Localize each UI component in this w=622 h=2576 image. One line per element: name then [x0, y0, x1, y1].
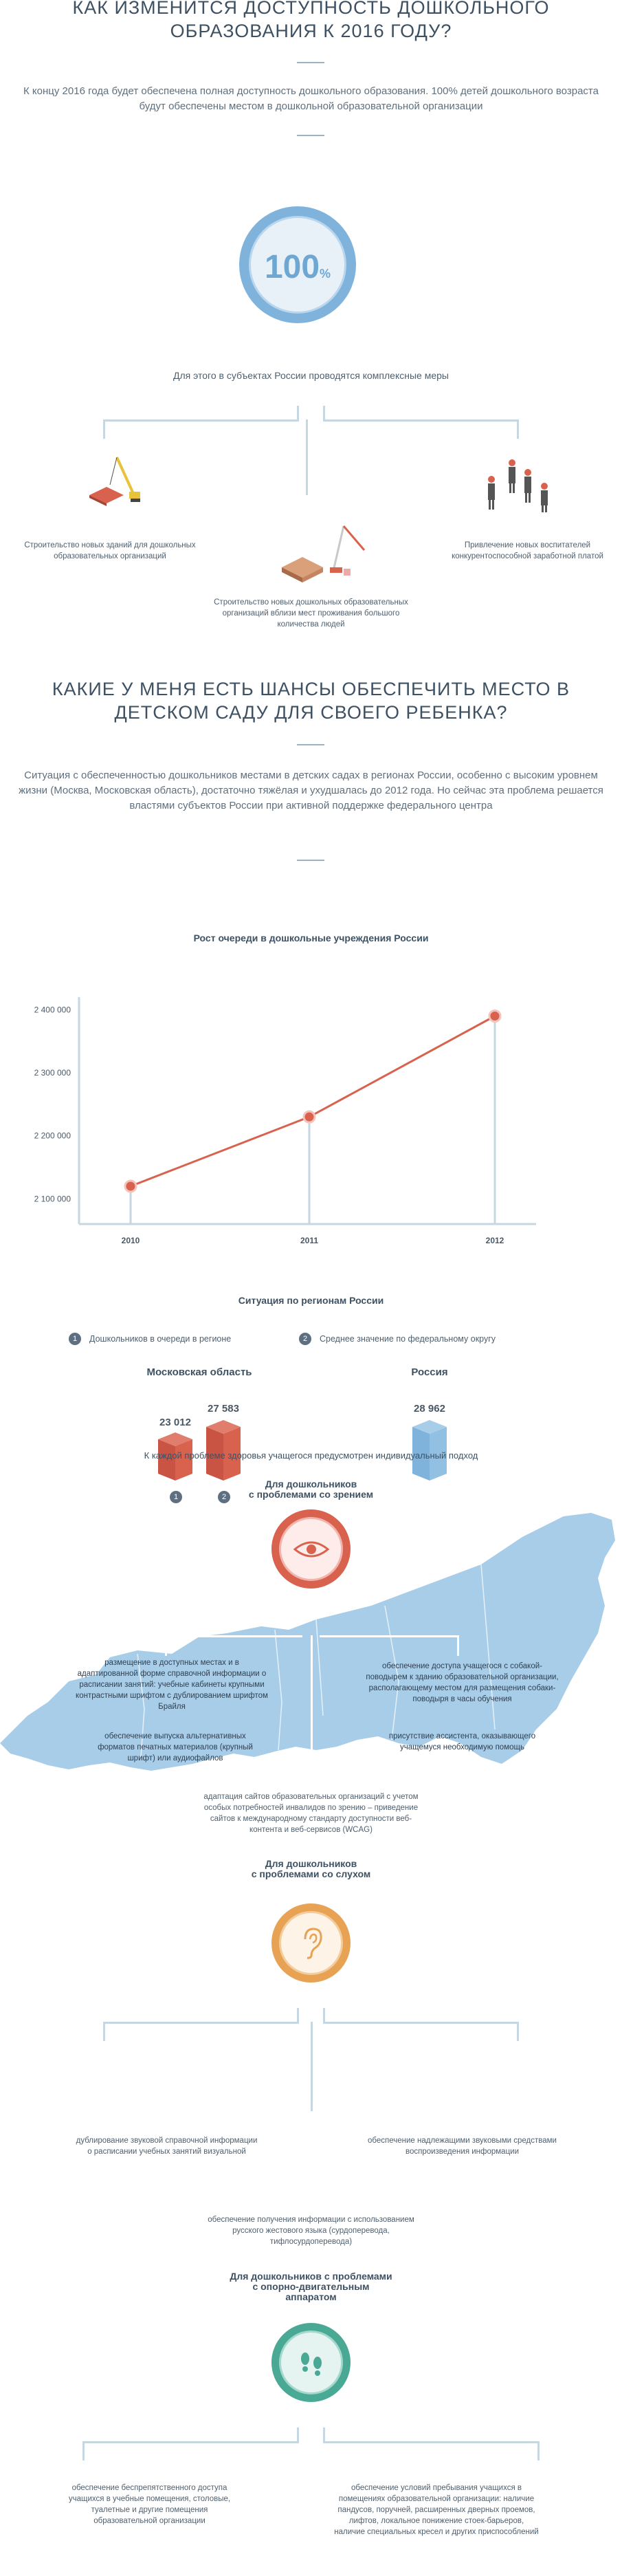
divider [297, 135, 324, 136]
vision-item-5: адаптация сайтов образовательных организ… [203, 1793, 419, 1834]
russia-map-icon [0, 1513, 615, 1771]
region-bars [158, 1420, 447, 1481]
bar-1-marker: 1 [170, 1491, 182, 1503]
measure-3: Привлечение новых воспитателей конкурент… [452, 541, 603, 560]
y-tick-label: 2 300 000 [34, 1068, 71, 1078]
availability-title: КАК ИЗМЕНИТСЯ ДОСТУПНОСТЬ ДОШКОЛЬНОГО ОБ… [72, 0, 550, 41]
russia-label: Россия [411, 1366, 448, 1378]
hearing-item-3: обеспечение получения информации с испол… [208, 2216, 414, 2246]
moscow-bar-2 [206, 1420, 241, 1481]
motor-item-1: обеспечение беспрепятственного доступа у… [68, 2484, 231, 2525]
building-site-icon [282, 525, 366, 582]
vision-item-1: размещение в доступных местах и в адапти… [76, 1659, 268, 1711]
hearing-item-2: обеспечение надлежащими звуковыми средст… [368, 2137, 557, 2156]
russia-value: 28 962 [414, 1403, 445, 1415]
motor-title-3: аппаратом [285, 2291, 337, 2302]
regions-title: Ситуация по регионам России [238, 1295, 384, 1306]
chart-title: Рост очереди в дошкольные учреждения Рос… [193, 932, 429, 943]
motor-title-1: Для дошкольников с проблемами [230, 2271, 392, 2282]
bar-2-marker: 2 [218, 1491, 230, 1503]
individual-approach: К каждой проблеме здоровья учащегося пре… [144, 1450, 478, 1461]
data-point [302, 1110, 316, 1124]
vision-title-2: с проблемами со зрением [248, 1489, 374, 1500]
measure-2: Строительство новых дошкольных образоват… [214, 598, 408, 629]
divider [297, 744, 324, 745]
y-tick-label: 2 200 000 [34, 1131, 71, 1141]
hearing-title-2: с проблемами со слухом [251, 1868, 371, 1879]
data-point [488, 1009, 502, 1023]
vision-item-4: присутствие ассистента, оказывающего уча… [388, 1732, 536, 1751]
motor-item-2: обеспечение условий пребывания учащихся … [334, 2484, 539, 2536]
y-tick-label: 2 100 000 [34, 1194, 71, 1203]
russia-bar [412, 1420, 447, 1481]
legend-2-marker: 2 [299, 1333, 311, 1345]
motor-title-2: с опорно-двигательным [252, 2281, 370, 2292]
moscow-value-2: 27 583 [208, 1403, 239, 1415]
x-tick-label: 2012 [486, 1236, 504, 1245]
moscow-bar-1 [158, 1432, 192, 1481]
eye-badge [271, 1509, 351, 1589]
eye-icon [293, 1541, 330, 1558]
vision-item-3: обеспечение выпуска альтернативных форма… [98, 1732, 253, 1762]
chances-title: КАКИЕ У МЕНЯ ЕСТЬ ШАНСЫ ОБЕСПЕЧИТЬ МЕСТО… [52, 679, 570, 723]
vision-item-2: обеспечение доступа учащегося с собакой-… [366, 1662, 559, 1703]
availability-lead: К концу 2016 года будет обеспечена полна… [23, 85, 599, 112]
measures-title: Для этого в субъектах России проводятся … [173, 370, 449, 381]
footprints-icon [301, 2353, 322, 2376]
teachers-icon [488, 459, 548, 512]
x-tick-label: 2011 [300, 1236, 318, 1245]
vision-title-1: Для дошкольников [265, 1478, 357, 1489]
percent-value: 100% [264, 249, 331, 285]
ear-badge [271, 1903, 351, 1983]
hearing-title-1: Для дошкольников [265, 1858, 357, 1869]
y-tick-label: 2 400 000 [34, 1005, 71, 1014]
measure-1: Строительство новых зданий для дошкольны… [24, 541, 196, 560]
x-tick-label: 2010 [122, 1236, 140, 1245]
legend-2-label: Среднее значение по федеральному округу [320, 1334, 496, 1344]
divider [297, 860, 324, 861]
moscow-value-1: 23 012 [159, 1417, 191, 1428]
construction-crane-icon [89, 457, 140, 506]
percent-badge: 100% [239, 206, 356, 323]
legend-1-label: Дошкольников в очереди в регионе [89, 1334, 232, 1344]
hearing-item-1: дублирование звуковой справочной информа… [76, 2137, 258, 2156]
footprints-badge [271, 2323, 351, 2402]
divider [297, 62, 324, 63]
moscow-label: Московская область [146, 1366, 252, 1378]
series-line [130, 1015, 496, 1188]
ear-icon [304, 1928, 322, 1959]
legend-1-marker: 1 [69, 1333, 81, 1345]
chances-lead: Ситуация с обеспеченностью дошкольников … [19, 769, 603, 811]
data-point [124, 1179, 137, 1193]
queue-line-chart: 2 100 000 2 200 000 2 300 000 2 400 000 2010… [34, 997, 536, 1245]
